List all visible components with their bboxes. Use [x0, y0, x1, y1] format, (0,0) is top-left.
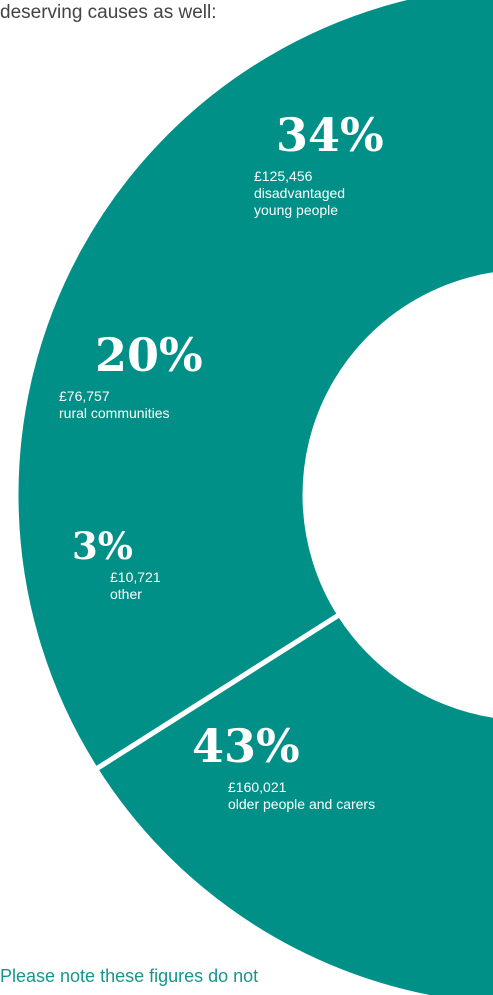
slice-percent-other: 3% [72, 524, 133, 568]
slice-amount-other: £10,721 [110, 569, 161, 585]
donut-slice-rural [92, 611, 493, 995]
slice-desc-young-2: young people [254, 202, 339, 218]
slice-desc-older: older people and carers [228, 796, 376, 812]
slice-percent-rural: 20% [95, 328, 203, 382]
slice-amount-older: £160,021 [228, 779, 287, 795]
slice-label-other: 3% £10,721 other [72, 528, 161, 603]
slice-percent-young: 34% [276, 108, 384, 162]
intro-text: deserving causes as well: [0, 2, 217, 23]
slice-desc-other: other [110, 586, 142, 602]
slice-label-rural: 20% £76,757 rural communities [59, 332, 203, 422]
slice-amount-young: £125,456 [254, 168, 313, 184]
slice-desc-rural: rural communities [59, 405, 170, 421]
slice-label-older: 43% £160,021 older people and carers [192, 723, 376, 813]
slice-desc-young-1: disadvantaged [254, 185, 346, 201]
slice-label-young: 34% £125,456 disadvantaged young people [254, 112, 384, 219]
slice-percent-older: 43% [192, 719, 300, 773]
donut-slice-young [13, 0, 493, 773]
footnote-text: Please note these figures do not [0, 966, 259, 986]
slice-amount-rural: £76,757 [59, 388, 110, 404]
